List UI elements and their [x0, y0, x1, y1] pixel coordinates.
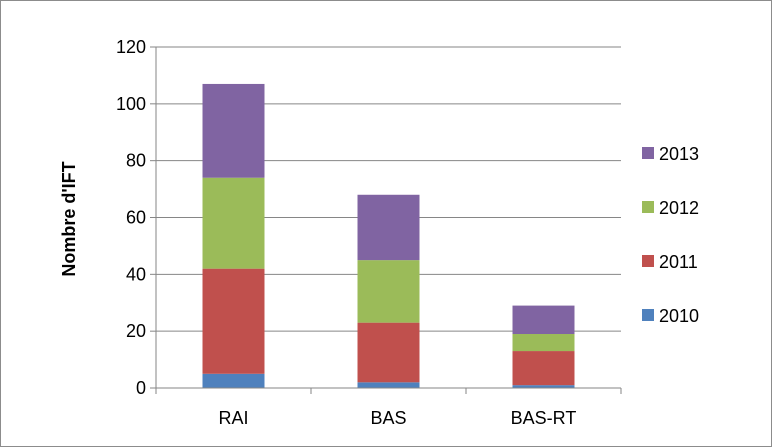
axes	[150, 46, 622, 394]
bar-segment-bas-rt-2010	[512, 385, 575, 388]
bar-segment-rai-2013	[202, 83, 265, 178]
legend: 2013 2012 2011 2010	[642, 144, 699, 326]
bars	[202, 83, 575, 388]
legend-label-2011: 2011	[659, 252, 698, 272]
x-tick-label: BAS	[370, 408, 406, 428]
y-axis-title: Nombre d'IFT	[59, 161, 79, 276]
y-tick-label: 100	[116, 94, 146, 114]
x-tick-label: BAS-RT	[511, 408, 577, 428]
bar-segment-bas-2012	[357, 260, 420, 323]
legend-swatch-2011	[642, 255, 654, 267]
legend-label-2010: 2010	[659, 306, 699, 326]
y-tick-label: 0	[136, 378, 146, 398]
x-tick-labels: RAI BAS BAS-RT	[218, 408, 576, 428]
legend-label-2012: 2012	[659, 198, 699, 218]
y-tick-label: 60	[126, 208, 146, 228]
y-tick-labels: 0 20 40 60 80 100 120	[116, 37, 146, 398]
bar-segment-bas-2013	[357, 194, 420, 261]
legend-label-2013: 2013	[659, 144, 699, 164]
x-tick-label: RAI	[218, 408, 248, 428]
legend-swatch-2012	[642, 201, 654, 213]
bar-segment-rai-2012	[202, 177, 265, 269]
bar-segment-bas-2010	[357, 382, 420, 388]
legend-swatch-2010	[642, 309, 654, 321]
bar-segment-bas-rt-2011	[512, 351, 575, 386]
bar-segment-rai-2010	[202, 373, 265, 388]
bar-segment-rai-2011	[202, 268, 265, 374]
bar-segment-bas-rt-2013	[512, 305, 575, 335]
bar-segment-bas-rt-2012	[512, 334, 575, 352]
y-tick-label: 120	[116, 37, 146, 57]
y-tick-label: 80	[126, 151, 146, 171]
bar-segment-bas-2011	[357, 322, 420, 383]
y-tick-label: 20	[126, 321, 146, 341]
y-tick-label: 40	[126, 264, 146, 284]
legend-swatch-2013	[642, 147, 654, 159]
